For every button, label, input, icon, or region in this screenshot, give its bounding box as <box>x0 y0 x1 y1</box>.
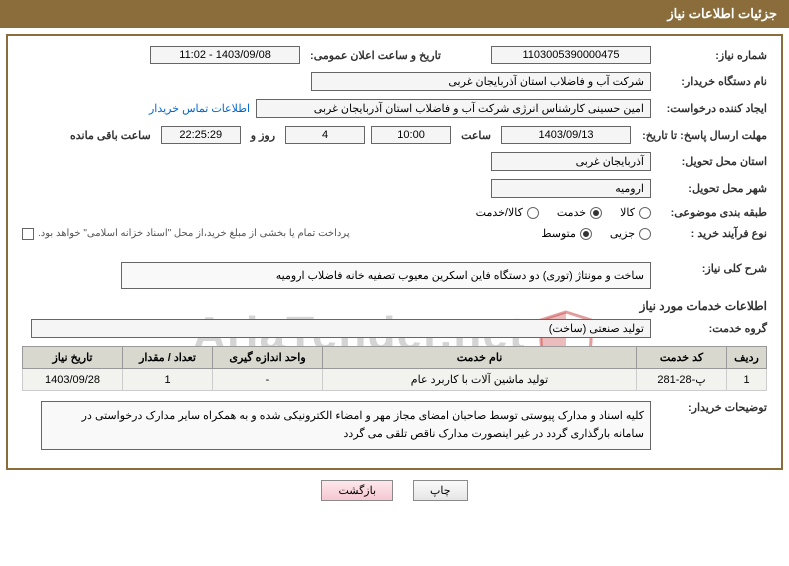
payment-note: پرداخت تمام یا بخشی از مبلغ خرید،از محل … <box>38 228 350 239</box>
remain-text: ساعت باقی مانده <box>66 129 155 142</box>
need-number-label: شماره نیاز: <box>657 49 767 62</box>
need-desc-label: شرح کلی نیاز: <box>657 262 767 275</box>
radio-goods <box>639 207 651 219</box>
th-date: تاریخ نیاز <box>23 347 123 369</box>
cat-both-label: کالا/خدمت <box>476 206 523 219</box>
row-process: نوع فرآیند خرید : جزیی متوسط پرداخت تمام… <box>22 227 767 240</box>
th-code: کد خدمت <box>637 347 727 369</box>
header-title: جزئیات اطلاعات نیاز <box>667 6 777 21</box>
city-value: ارومیه <box>491 179 651 198</box>
service-group-label: گروه خدمت: <box>657 322 767 335</box>
days-text: روز و <box>247 129 279 142</box>
radio-item-small[interactable]: جزیی <box>610 227 651 240</box>
td-code: پ-28-281 <box>637 369 727 391</box>
back-button[interactable]: بازگشت <box>321 480 393 501</box>
service-group-value: تولید صنعتی (ساخت) <box>31 319 651 338</box>
announce-value: 1403/09/08 - 11:02 <box>150 46 300 64</box>
main-panel: AriaTender.net شماره نیاز: 1103005390000… <box>6 34 783 470</box>
row-service-group: گروه خدمت: تولید صنعتی (ساخت) <box>22 319 767 338</box>
td-date: 1403/09/28 <box>23 369 123 391</box>
requester-label: ایجاد کننده درخواست: <box>657 102 767 115</box>
process-radio-group: جزیی متوسط <box>541 227 651 240</box>
radio-item-medium[interactable]: متوسط <box>541 227 592 240</box>
th-row: ردیف <box>727 347 767 369</box>
th-unit: واحد اندازه گیری <box>213 347 323 369</box>
cat-goods-label: کالا <box>620 206 635 219</box>
row-need-number: شماره نیاز: 1103005390000475 تاریخ و ساع… <box>22 46 767 64</box>
th-name: نام خدمت <box>323 347 637 369</box>
page-header: جزئیات اطلاعات نیاز <box>0 0 789 28</box>
th-qty: تعداد / مقدار <box>123 347 213 369</box>
radio-medium <box>580 228 592 240</box>
time-label: ساعت <box>457 129 495 142</box>
radio-item-service[interactable]: خدمت <box>557 206 602 219</box>
button-row: چاپ بازگشت <box>0 480 789 501</box>
services-info-label: اطلاعات خدمات مورد نیاز <box>22 299 767 313</box>
row-deadline: مهلت ارسال پاسخ: تا تاریخ: 1403/09/13 سا… <box>22 126 767 144</box>
province-label: استان محل تحویل: <box>657 155 767 168</box>
radio-both <box>527 207 539 219</box>
buyer-notes-label: توضیحات خریدار: <box>657 401 767 414</box>
print-button[interactable]: چاپ <box>413 480 468 501</box>
deadline-time: 10:00 <box>371 126 451 144</box>
deadline-label: مهلت ارسال پاسخ: تا تاریخ: <box>637 129 767 142</box>
payment-checkbox-item[interactable]: پرداخت تمام یا بخشی از مبلغ خرید،از محل … <box>22 228 350 240</box>
row-need-desc: شرح کلی نیاز: ساخت و مونتاژ (توری) دو دس… <box>22 262 767 289</box>
td-name: تولید ماشین آلات با کاربرد عام <box>323 369 637 391</box>
td-qty: 1 <box>123 369 213 391</box>
proc-small-label: جزیی <box>610 227 635 240</box>
category-radio-group: کالا خدمت کالا/خدمت <box>476 206 651 219</box>
radio-small <box>639 228 651 240</box>
province-value: آذربایجان غربی <box>491 152 651 171</box>
city-label: شهر محل تحویل: <box>657 182 767 195</box>
deadline-date: 1403/09/13 <box>501 126 631 144</box>
buyer-notes-value: کلیه اسناد و مدارک پیوستی توسط صاحبان ام… <box>41 401 651 450</box>
td-num: 1 <box>727 369 767 391</box>
services-table: ردیف کد خدمت نام خدمت واحد اندازه گیری ت… <box>22 346 767 391</box>
process-label: نوع فرآیند خرید : <box>657 227 767 240</box>
table-row: 1 پ-28-281 تولید ماشین آلات با کاربرد عا… <box>23 369 767 391</box>
buyer-org-value: شرکت آب و فاضلاب استان آذربایجان غربی <box>311 72 651 91</box>
contact-link[interactable]: اطلاعات تماس خریدار <box>149 102 250 115</box>
need-number-value: 1103005390000475 <box>491 46 651 64</box>
need-desc-value: ساخت و مونتاژ (توری) دو دستگاه فاین اسکر… <box>121 262 651 289</box>
row-city: شهر محل تحویل: ارومیه <box>22 179 767 198</box>
row-buyer-org: نام دستگاه خریدار: شرکت آب و فاضلاب استا… <box>22 72 767 91</box>
cat-service-label: خدمت <box>557 206 586 219</box>
category-label: طبقه بندی موضوعی: <box>657 206 767 219</box>
table-header-row: ردیف کد خدمت نام خدمت واحد اندازه گیری ت… <box>23 347 767 369</box>
days-count: 4 <box>285 126 365 144</box>
row-requester: ایجاد کننده درخواست: امین حسینی کارشناس … <box>22 99 767 118</box>
td-unit: - <box>213 369 323 391</box>
radio-item-both[interactable]: کالا/خدمت <box>476 206 539 219</box>
radio-service <box>590 207 602 219</box>
payment-checkbox <box>22 228 34 240</box>
row-category: طبقه بندی موضوعی: کالا خدمت کالا/خدمت <box>22 206 767 219</box>
countdown: 22:25:29 <box>161 126 241 144</box>
buyer-org-label: نام دستگاه خریدار: <box>657 75 767 88</box>
row-province: استان محل تحویل: آذربایجان غربی <box>22 152 767 171</box>
row-buyer-notes: توضیحات خریدار: کلیه اسناد و مدارک پیوست… <box>22 401 767 450</box>
radio-item-goods[interactable]: کالا <box>620 206 651 219</box>
requester-value: امین حسینی کارشناس انرژی شرکت آب و فاضلا… <box>256 99 651 118</box>
proc-medium-label: متوسط <box>541 227 576 240</box>
announce-label: تاریخ و ساعت اعلان عمومی: <box>306 49 445 62</box>
